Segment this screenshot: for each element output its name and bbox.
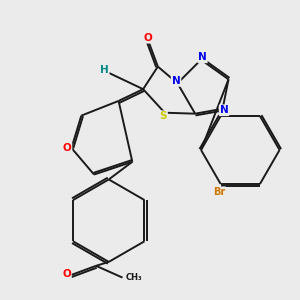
Text: O: O (62, 269, 71, 279)
Text: Br: Br (213, 187, 225, 197)
Text: N: N (220, 105, 229, 115)
Text: O: O (144, 33, 152, 43)
Text: S: S (160, 111, 167, 121)
Text: CH₃: CH₃ (125, 273, 142, 282)
Text: O: O (63, 143, 71, 153)
Text: N: N (198, 52, 207, 62)
Text: H: H (100, 65, 109, 75)
Text: N: N (172, 76, 180, 86)
